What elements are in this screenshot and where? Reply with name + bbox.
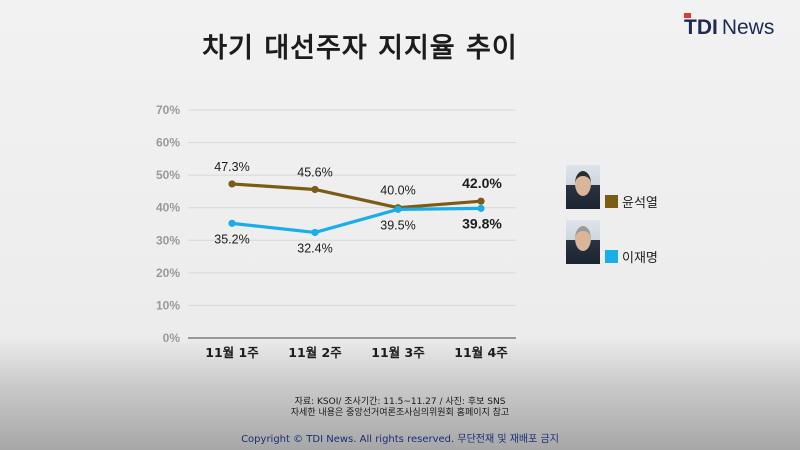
y-tick-label: 70% — [156, 103, 180, 117]
data-point — [394, 205, 402, 213]
series-line-2 — [231, 206, 482, 235]
y-tick-label: 30% — [156, 233, 180, 247]
source-line: 자료: KSOI/ 조사기간: 11.5~11.27 / 사진: 후보 SNS — [294, 397, 506, 407]
data-point — [311, 185, 319, 194]
source-note: 자료: KSOI/ 조사기간: 11.5~11.27 / 사진: 후보 SNS … — [0, 397, 800, 419]
x-tick-label: 11월 2주 — [288, 345, 342, 360]
tdi-news-logo: T DI News — [684, 13, 775, 39]
data-point — [477, 204, 485, 212]
candidate-photo — [566, 220, 600, 264]
legend-label: 윤석열 — [622, 196, 658, 211]
legend-swatch — [605, 250, 618, 263]
data-label: 42.0% — [462, 175, 502, 191]
data-point — [228, 219, 236, 227]
data-point — [228, 180, 236, 188]
data-point — [311, 228, 319, 237]
data-label: 39.5% — [380, 218, 415, 232]
x-tick-label: 11월 3주 — [371, 345, 425, 360]
data-label: 32.4% — [297, 241, 332, 255]
y-tick-label: 40% — [156, 201, 180, 215]
data-label: 35.2% — [214, 232, 249, 246]
y-tick-label: 60% — [156, 136, 180, 150]
data-label: 45.6% — [297, 165, 332, 179]
y-tick-label: 0% — [163, 331, 181, 345]
legend-swatch — [605, 195, 618, 208]
detail-line: 자세한 내용은 중앙선거여론조사심의위원회 홈페이지 참고 — [290, 408, 510, 418]
candidate-photo — [566, 165, 600, 209]
y-tick-label: 50% — [156, 168, 180, 182]
x-tick-label: 11월 4주 — [454, 345, 508, 360]
data-label: 39.8% — [462, 215, 502, 231]
x-tick-label: 11월 1주 — [205, 345, 259, 360]
y-tick-label: 10% — [156, 298, 180, 312]
copyright-notice: Copyright © TDI News. All rights reserve… — [241, 434, 559, 445]
data-point — [477, 197, 485, 205]
chart-title: 차기 대선주자 지지율 추이 — [202, 33, 518, 64]
y-tick-label: 20% — [156, 266, 180, 280]
data-label: 47.3% — [214, 160, 249, 174]
series-line-1 — [231, 182, 482, 210]
legend-label: 이재명 — [622, 251, 658, 266]
data-label: 40.0% — [380, 184, 415, 198]
